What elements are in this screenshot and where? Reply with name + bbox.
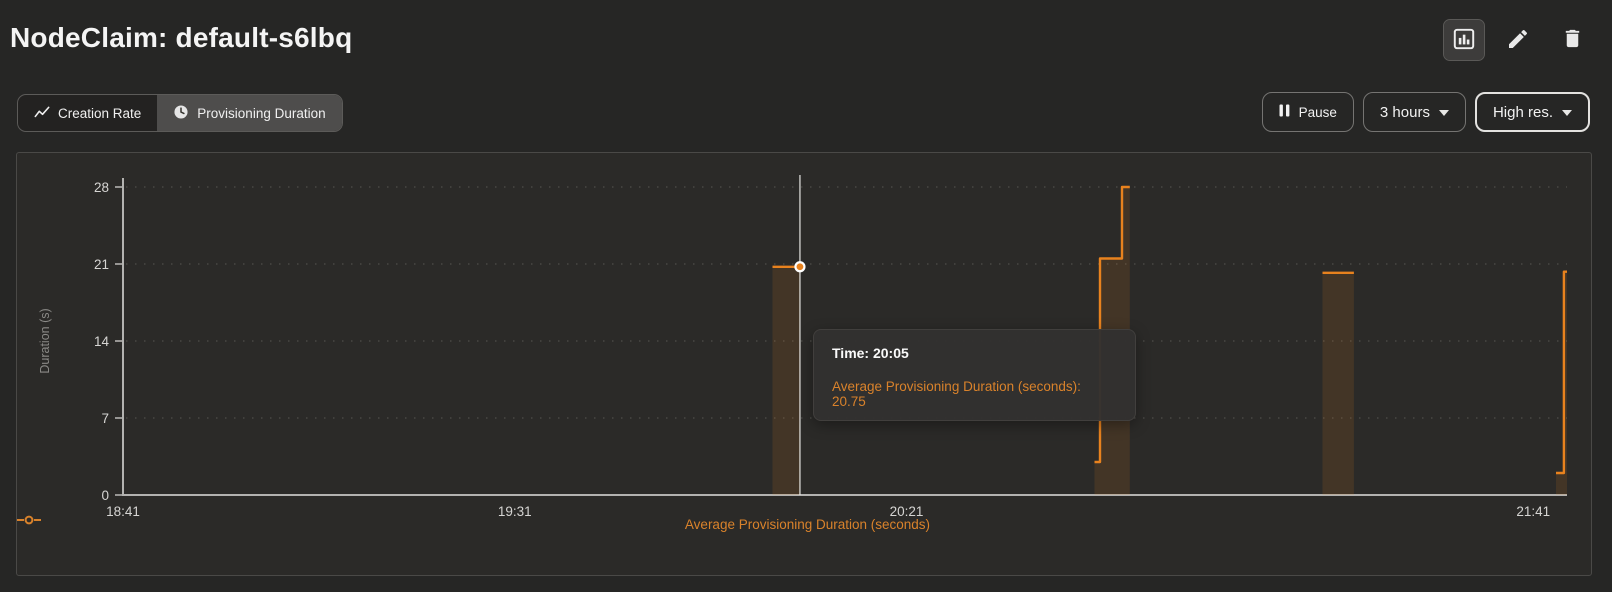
y-tick-label: 14 [94, 334, 110, 349]
page-title: NodeClaim: default-s6lbq [10, 22, 353, 53]
tab-group: Creation Rate Provisioning Duration [17, 94, 343, 132]
x-tick-label: 20:21 [890, 504, 924, 519]
series-area [1556, 271, 1567, 495]
tooltip-time: Time: 20:05 [832, 345, 909, 361]
pause-icon [1279, 104, 1290, 120]
tab-label: Provisioning Duration [197, 105, 326, 121]
duration-chart[interactable]: 0 7 14 21 28 Duration (s) 18:41 19:31 20:21 21:41 [17, 153, 1593, 577]
series-area [1322, 272, 1354, 495]
tooltip-value: Average Provisioning Duration (seconds):… [832, 379, 1081, 409]
chart-tooltip: Time: 20:05 Average Provisioning Duratio… [813, 329, 1136, 421]
delete-button[interactable] [1552, 20, 1592, 60]
toolbar-right: Pause 3 hours High res. [1261, 92, 1590, 132]
series-line [1094, 185, 1130, 464]
chart-panel: 0 7 14 21 28 Duration (s) 18:41 19:31 20:21 21:41… [16, 152, 1592, 576]
y-tick-label: 28 [94, 180, 109, 195]
legend-label: Average Provisioning Duration (seconds) [684, 516, 931, 532]
pause-label: Pause [1298, 104, 1337, 120]
tab-creation-rate[interactable]: Creation Rate [18, 95, 157, 131]
tab-provisioning-duration[interactable]: Provisioning Duration [157, 95, 342, 131]
header-actions [1443, 19, 1592, 61]
pencil-icon [1506, 27, 1530, 54]
header: NodeClaim: default-s6lbq [0, 0, 1612, 80]
chevron-down-icon [1562, 110, 1572, 116]
y-axis-title: Duration (s) [38, 308, 52, 373]
resolution-dropdown[interactable]: High res. [1474, 92, 1590, 132]
resolution-value: High res. [1492, 103, 1553, 121]
tab-label: Creation Rate [58, 105, 142, 121]
panel-view-button[interactable] [1443, 19, 1485, 61]
edit-button[interactable] [1498, 20, 1538, 60]
y-tick-label: 0 [101, 488, 109, 503]
y-tick-label: 7 [101, 411, 109, 426]
series-area [772, 266, 800, 495]
y-tick-label: 21 [94, 257, 109, 272]
pause-button[interactable]: Pause [1261, 92, 1354, 132]
chart-legend[interactable]: Average Provisioning Duration (seconds) [17, 514, 1591, 534]
trash-icon [1561, 27, 1584, 53]
bar-chart-icon [1451, 26, 1477, 55]
x-tick-label: 18:41 [106, 504, 140, 519]
chevron-down-icon [1438, 110, 1449, 116]
trend-line-icon [34, 105, 50, 122]
time-range-dropdown[interactable]: 3 hours [1362, 92, 1466, 132]
series-line [1556, 270, 1567, 475]
hover-point-marker [794, 261, 806, 273]
x-tick-label: 21:41 [1516, 504, 1550, 519]
clock-icon [173, 104, 189, 123]
time-range-value: 3 hours [1379, 103, 1430, 121]
toolbar: Creation Rate Provisioning Duration Paus… [0, 92, 1612, 136]
x-tick-label: 19:31 [498, 504, 532, 519]
